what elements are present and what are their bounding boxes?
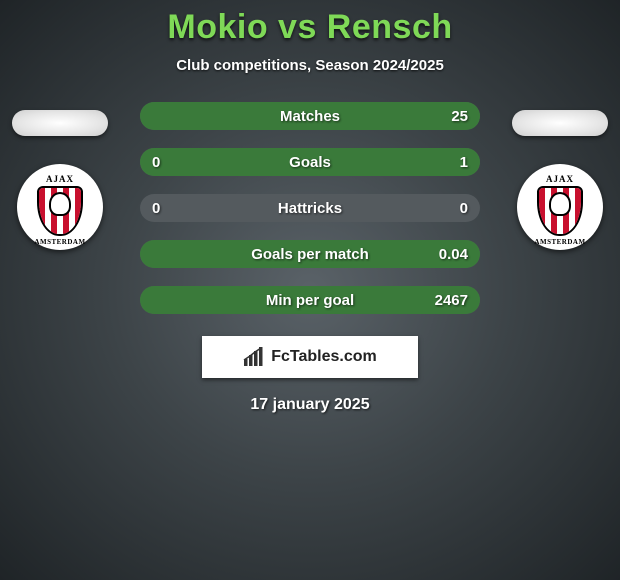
stat-value-right: 1 [460,154,468,171]
stat-value-left: 0 [152,154,160,171]
right-pill [512,110,608,136]
left-pill [12,110,108,136]
stat-label: Matches [280,108,340,125]
stat-label: Goals [289,154,331,171]
stat-label: Goals per match [251,246,369,263]
right-club-crest: AJAX AMSTERDAM [517,164,603,250]
brand-box[interactable]: FcTables.com [202,336,418,378]
stat-value-right: 0 [460,200,468,217]
crest-top-text: AJAX [46,174,74,184]
stat-row: 0 0 Hattricks [140,194,480,222]
right-badge-column: AJAX AMSTERDAM [512,110,608,250]
left-badge-column: AJAX AMSTERDAM [12,110,108,250]
subtitle: Club competitions, Season 2024/2025 [0,57,620,74]
stat-label: Hattricks [278,200,342,217]
crest-bottom-text: AMSTERDAM [34,238,85,246]
stat-label: Min per goal [266,292,354,309]
brand-chart-icon [243,347,265,367]
stat-row: 2467 Min per goal [140,286,480,314]
crest-top-text: AJAX [546,174,574,184]
page-title: Mokio vs Rensch [0,8,620,47]
stat-value-right: 0.04 [439,246,468,263]
stat-row: 25 Matches [140,102,480,130]
stat-value-left: 0 [152,200,160,217]
stat-value-right: 2467 [435,292,468,309]
stat-value-right: 25 [451,108,468,125]
stat-row: 0 1 Goals [140,148,480,176]
left-club-crest: AJAX AMSTERDAM [17,164,103,250]
crest-bottom-text: AMSTERDAM [534,238,585,246]
date-text: 17 january 2025 [0,396,620,414]
stat-row: 0.04 Goals per match [140,240,480,268]
brand-text: FcTables.com [271,348,377,366]
